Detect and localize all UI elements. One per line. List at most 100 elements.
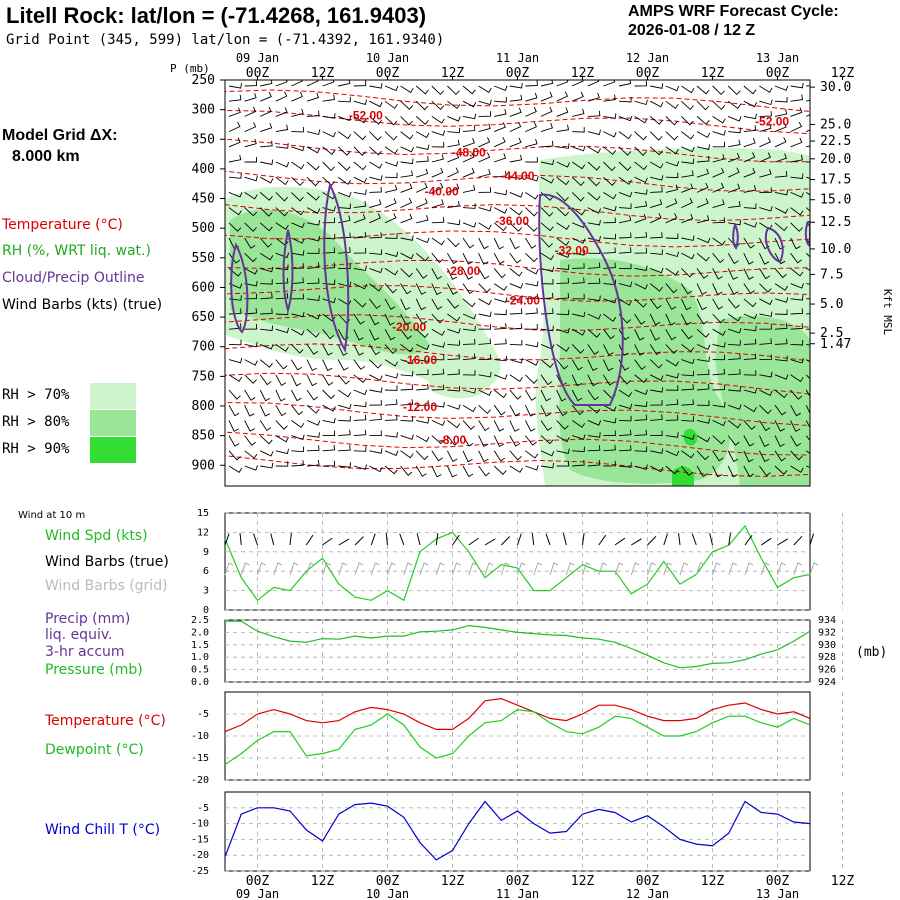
wind-barb	[337, 131, 352, 140]
surface-wind-barb	[678, 533, 681, 546]
wind-barb	[306, 389, 319, 401]
right-tick-label: 932	[818, 627, 836, 638]
surface-wind-barb	[598, 534, 607, 546]
wind-barb	[712, 154, 725, 163]
grid-wind-barb	[338, 562, 348, 576]
rh-area	[684, 428, 698, 446]
wind-barb	[603, 192, 617, 200]
wind-barb	[306, 129, 321, 136]
wind-barb	[260, 140, 273, 148]
wind-barb	[306, 110, 320, 117]
wind-barb	[571, 389, 583, 402]
wind-barb	[228, 389, 241, 400]
wind-barb	[447, 340, 461, 346]
wind-barb	[353, 298, 367, 308]
wind-barb	[353, 213, 366, 224]
wind-barb	[556, 237, 570, 246]
wind-barb	[493, 268, 506, 279]
wind-barb	[774, 420, 786, 432]
dewpoint-legend: Dewpoint (°C)	[45, 742, 144, 758]
wind-barb	[618, 298, 633, 306]
wind-barb	[603, 374, 615, 386]
wind-barb	[587, 92, 600, 102]
wind-barb	[353, 99, 368, 105]
wind-barb	[665, 450, 680, 457]
wind-barb	[447, 115, 461, 122]
wind-barb	[447, 368, 460, 376]
surface-wind-barb	[709, 533, 713, 546]
pressure-tick-label: 700	[192, 340, 215, 355]
wind-barb	[291, 420, 305, 429]
wind-barb	[618, 96, 632, 103]
temperature-contour-label: -48.00	[452, 145, 486, 159]
kft-tick-label: 20.0	[820, 152, 851, 167]
wind-barb	[322, 131, 336, 138]
wind-barb	[665, 328, 677, 341]
wind-barb	[712, 182, 725, 193]
bottom-date-label: 12 Jan	[626, 887, 669, 900]
wind-barb	[524, 405, 536, 417]
wind-barb	[509, 295, 523, 301]
wind-barb	[759, 298, 773, 306]
wind-barb	[790, 268, 804, 277]
wind-barb	[415, 313, 428, 325]
wind-barb	[743, 113, 757, 120]
wind-barb	[634, 161, 648, 171]
wind-barb	[400, 116, 413, 126]
wind-barb	[353, 283, 368, 290]
cloud-outline	[804, 221, 810, 248]
wind-barb	[743, 283, 755, 295]
wind-barb	[462, 253, 473, 265]
wind-barb	[509, 323, 523, 330]
wind-barb	[665, 385, 679, 391]
wind-barb	[525, 192, 539, 200]
wind-barb	[400, 416, 414, 422]
rh-70-swatch	[90, 383, 136, 409]
wind-barb	[696, 100, 710, 111]
wind-barb	[384, 465, 398, 475]
wind-barb	[634, 359, 646, 370]
wind-barb	[228, 357, 243, 364]
wind-barb	[306, 295, 320, 302]
top-hour-label: 00Z	[766, 66, 790, 81]
wind-barb	[681, 197, 693, 209]
wind-barb	[478, 338, 492, 345]
wind-barb	[556, 327, 570, 334]
wind-barb	[556, 222, 570, 230]
wind-barb	[275, 359, 288, 370]
pressure-tick-label: 450	[192, 192, 215, 207]
wind-barb	[228, 252, 241, 264]
wind-barb	[447, 328, 461, 334]
wind-barb	[291, 222, 305, 229]
grid-wind-barb	[435, 562, 445, 576]
wind-panel-title: Wind at 10 m	[18, 510, 86, 521]
wind-barb	[259, 252, 274, 261]
wind-barb	[587, 235, 601, 242]
y-tick-label: -15	[191, 834, 209, 845]
wind-barb	[306, 459, 320, 467]
wind-barb	[259, 359, 273, 368]
y-tick-label: 2.0	[191, 627, 209, 638]
bottom-date-label: 13 Jan	[756, 887, 799, 900]
wind-barb	[603, 131, 617, 138]
wind-barb	[322, 247, 336, 254]
wind-barb	[712, 217, 726, 224]
wind-barb	[587, 220, 601, 226]
wind-barb	[790, 191, 804, 198]
wind-barb	[665, 85, 680, 92]
wind-barb	[369, 448, 383, 454]
wind-barb	[728, 139, 741, 148]
wind-barb	[618, 344, 629, 356]
pressure-tick-label: 350	[192, 132, 215, 147]
wind-barb	[431, 130, 446, 136]
wind-barb	[540, 91, 553, 102]
wind-barb	[322, 344, 333, 356]
wind-barb	[681, 131, 695, 140]
y-tick-label: 0	[203, 605, 209, 616]
wind-barb	[525, 389, 537, 401]
wind-barb	[790, 450, 803, 461]
wind-barb	[743, 325, 757, 332]
wind-barb	[291, 176, 304, 187]
surface-wind-barb	[224, 533, 230, 546]
bottom-hour-label: 00Z	[636, 874, 660, 889]
